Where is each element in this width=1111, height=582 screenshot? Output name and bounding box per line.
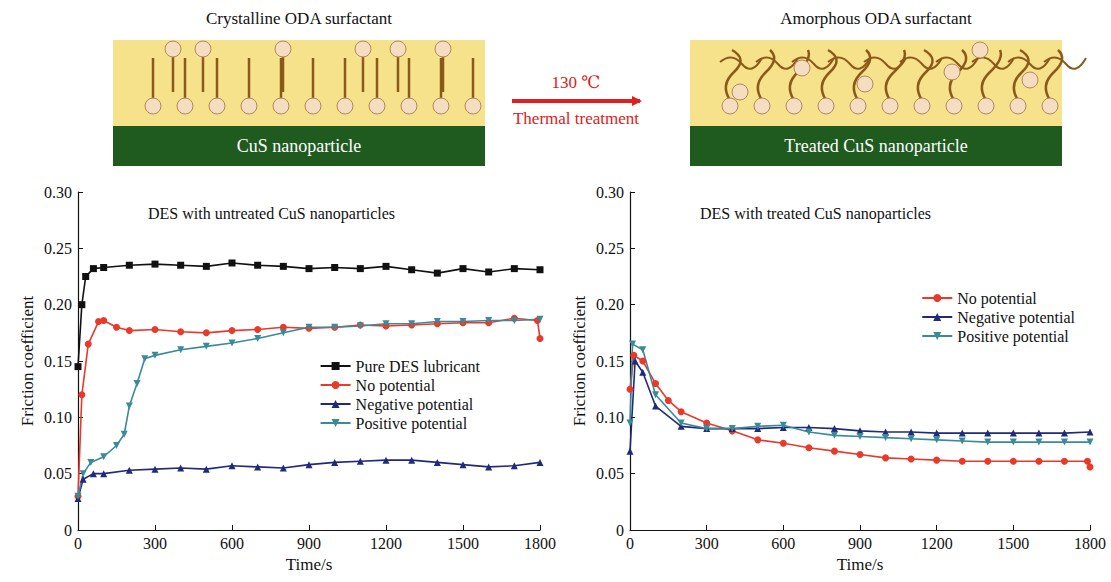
svg-text:1500: 1500 — [997, 535, 1029, 552]
svg-text:No potential: No potential — [957, 290, 1037, 308]
svg-text:300: 300 — [143, 535, 167, 552]
svg-text:0.15: 0.15 — [596, 353, 624, 370]
svg-text:0.10: 0.10 — [596, 409, 624, 426]
svg-text:DES with treated CuS nanoparti: DES with treated CuS nanoparticles — [700, 205, 931, 223]
svg-text:0.15: 0.15 — [44, 353, 72, 370]
svg-text:0.10: 0.10 — [44, 409, 72, 426]
svg-text:Time/s: Time/s — [286, 555, 333, 574]
svg-text:0.30: 0.30 — [596, 184, 624, 201]
svg-text:Negative potential: Negative potential — [356, 396, 474, 414]
svg-text:900: 900 — [848, 535, 872, 552]
svg-text:Crystalline ODA surfactant: Crystalline ODA surfactant — [206, 9, 392, 28]
svg-text:0.05: 0.05 — [596, 465, 624, 482]
svg-text:Negative potential: Negative potential — [957, 309, 1075, 327]
svg-text:0.05: 0.05 — [44, 465, 72, 482]
svg-text:Positive potential: Positive potential — [957, 328, 1069, 346]
svg-text:0: 0 — [74, 535, 82, 552]
svg-text:1200: 1200 — [921, 535, 953, 552]
svg-text:0.20: 0.20 — [596, 296, 624, 313]
svg-text:0.25: 0.25 — [44, 240, 72, 257]
svg-text:Thermal treatment: Thermal treatment — [513, 109, 639, 128]
svg-text:Friction coefficient: Friction coefficient — [570, 296, 589, 427]
svg-text:Friction coefficient: Friction coefficient — [18, 296, 37, 427]
svg-text:0: 0 — [616, 522, 624, 539]
svg-text:0.25: 0.25 — [596, 240, 624, 257]
svg-text:Pure DES lubricant: Pure DES lubricant — [356, 358, 481, 375]
svg-text:CuS nanoparticle: CuS nanoparticle — [237, 136, 361, 156]
svg-text:1800: 1800 — [1074, 535, 1106, 552]
svg-text:Time/s: Time/s — [837, 555, 884, 574]
svg-text:0.30: 0.30 — [44, 184, 72, 201]
svg-text:130 ℃: 130 ℃ — [552, 73, 601, 92]
svg-text:Amorphous ODA surfactant: Amorphous ODA surfactant — [780, 9, 972, 28]
svg-text:1200: 1200 — [370, 535, 402, 552]
svg-text:600: 600 — [220, 535, 244, 552]
svg-text:600: 600 — [771, 535, 795, 552]
svg-text:DES with untreated CuS nanopar: DES with untreated CuS nanoparticles — [148, 205, 395, 223]
svg-text:No potential: No potential — [356, 377, 436, 395]
svg-text:1500: 1500 — [447, 535, 479, 552]
svg-text:300: 300 — [695, 535, 719, 552]
svg-text:0: 0 — [64, 522, 72, 539]
svg-text:Treated CuS nanoparticle: Treated CuS nanoparticle — [784, 136, 967, 156]
svg-text:0.20: 0.20 — [44, 296, 72, 313]
svg-text:900: 900 — [297, 535, 321, 552]
svg-text:0: 0 — [626, 535, 634, 552]
svg-text:1800: 1800 — [524, 535, 556, 552]
svg-text:Positive potential: Positive potential — [356, 415, 468, 433]
